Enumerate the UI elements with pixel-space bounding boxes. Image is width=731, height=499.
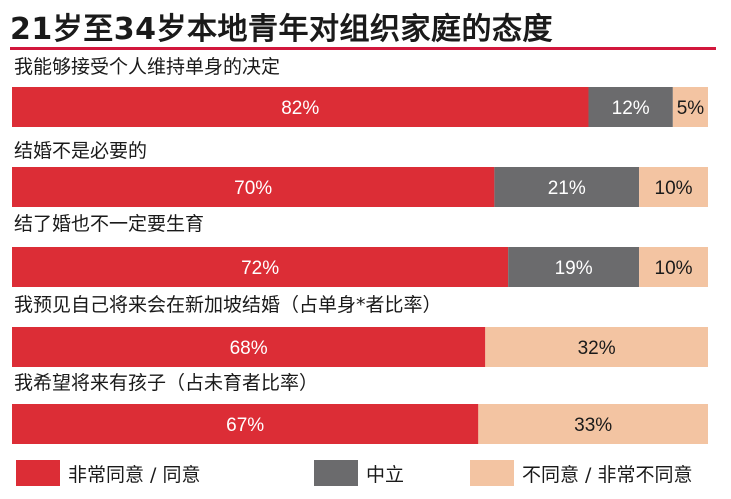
bar-segment-agree-5 — [12, 404, 479, 444]
data-label-agree-1: 82% — [281, 98, 319, 119]
bar-segment-disagree-2 — [639, 167, 708, 207]
bar-segment-agree-2 — [12, 167, 495, 207]
data-label-neutral-1: 12% — [612, 98, 650, 119]
data-label-disagree-4: 32% — [578, 338, 616, 359]
bar-segment-neutral-1 — [588, 87, 673, 127]
legend-label-disagree: 不同意 / 非常不同意 — [522, 463, 693, 486]
chart-title: 21岁至34岁本地青年对组织家庭的态度 — [10, 12, 553, 47]
bar-segment-neutral-3 — [508, 247, 640, 287]
data-label-neutral-2: 21% — [548, 178, 586, 199]
category-label-2: 结婚不是必要的 — [14, 140, 147, 162]
legend-item-agree: 非常同意 / 同意 — [16, 458, 200, 488]
legend-label-agree: 非常同意 / 同意 — [68, 463, 201, 486]
category-label-3: 结了婚也不一定要生育 — [14, 213, 204, 235]
title-underline — [10, 47, 716, 50]
data-label-agree-3: 72% — [241, 258, 279, 279]
data-label-disagree-5: 33% — [574, 415, 612, 436]
category-label-1: 我能够接受个人维持单身的决定 — [14, 56, 280, 78]
legend-swatch-neutral — [314, 460, 358, 486]
data-label-agree-4: 68% — [230, 338, 268, 359]
bar-segment-neutral-2 — [494, 167, 640, 207]
bar-segment-agree-4 — [12, 327, 486, 367]
bar-segment-agree-3 — [12, 247, 509, 287]
legend-swatch-agree — [16, 460, 60, 486]
legend-item-disagree: 不同意 / 非常不同意 — [470, 458, 692, 488]
bar-segment-disagree-3 — [639, 247, 708, 287]
data-label-disagree-1: 5% — [677, 98, 705, 119]
legend-swatch-disagree — [470, 460, 514, 486]
category-label-5: 我希望将来有孩子（占未育者比率） — [14, 372, 318, 394]
bar-segment-disagree-4 — [485, 327, 708, 367]
data-label-disagree-3: 10% — [655, 258, 693, 279]
legend-item-neutral: 中立 — [314, 458, 404, 488]
bar-segment-agree-1 — [12, 87, 589, 127]
legend-label-neutral: 中立 — [366, 463, 405, 486]
category-label-4: 我预见自己将来会在新加坡结婚（占单身*者比率） — [14, 294, 442, 316]
data-label-agree-5: 67% — [226, 415, 264, 436]
data-label-agree-2: 70% — [234, 178, 272, 199]
bar-segment-disagree-5 — [478, 404, 708, 444]
data-label-disagree-2: 10% — [655, 178, 693, 199]
bar-segment-disagree-1 — [672, 87, 708, 127]
legend: 非常同意 / 同意 中立 不同意 / 非常不同意 — [0, 458, 731, 488]
data-label-neutral-3: 19% — [555, 258, 593, 279]
